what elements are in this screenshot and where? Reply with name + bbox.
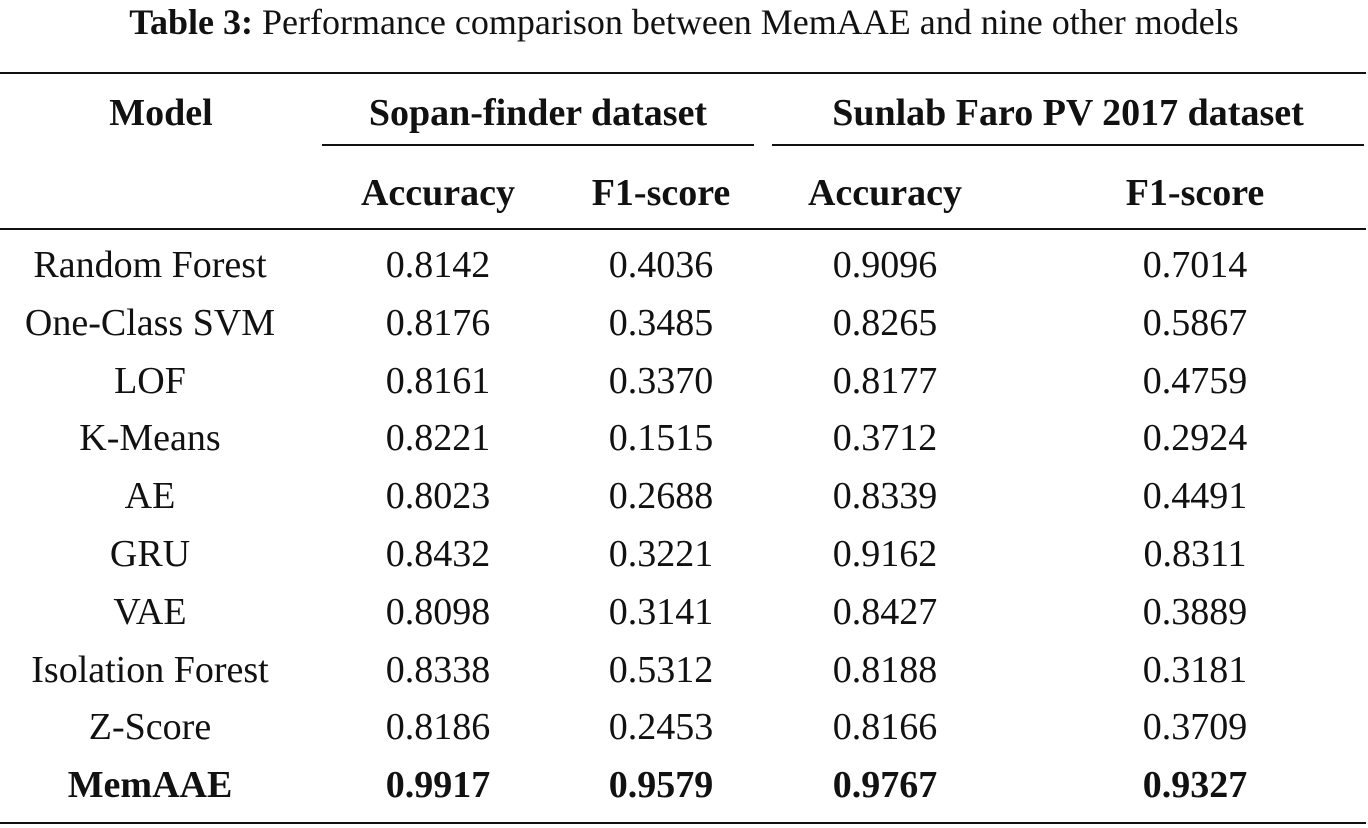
caption-text: Performance comparison between MemAAE an…	[253, 2, 1239, 42]
cell-sopan-accuracy: 0.8432	[385, 533, 491, 575]
cell-model: Isolation Forest	[31, 648, 269, 691]
cell-model: One-Class SVM	[24, 301, 276, 344]
cell-sunlab-f1: 0.3181	[1142, 648, 1248, 691]
cell-model: LOF	[114, 359, 186, 402]
cell-sopan-accuracy: 0.9917	[385, 764, 491, 807]
header-sunlab-accuracy: Accuracy	[807, 172, 963, 214]
cell-sopan-f1: 0.3370	[608, 359, 714, 402]
header-rule	[0, 228, 1366, 230]
cell-model: MemAAE	[67, 764, 233, 807]
cell-sunlab-accuracy: 0.8177	[832, 359, 938, 402]
cell-sopan-f1: 0.4036	[608, 244, 714, 286]
cell-sopan-accuracy: 0.8221	[385, 417, 491, 460]
cell-model: Random Forest	[33, 244, 267, 286]
header-group-sunlab: Sunlab Faro PV 2017 dataset	[832, 92, 1304, 134]
cell-sunlab-accuracy: 0.8427	[832, 590, 938, 633]
bottom-rule	[0, 822, 1366, 824]
cell-sopan-accuracy: 0.8161	[385, 359, 491, 402]
cell-model: Z-Score	[88, 706, 212, 749]
header-model: Model	[109, 92, 213, 134]
cell-sunlab-f1: 0.4491	[1142, 475, 1248, 518]
cell-sopan-f1: 0.2453	[608, 706, 714, 749]
cell-sunlab-f1: 0.7014	[1142, 244, 1248, 286]
cell-sunlab-f1: 0.8311	[1143, 533, 1247, 575]
header-sunlab-f1: F1-score	[1125, 172, 1265, 214]
cell-sunlab-accuracy: 0.9096	[832, 244, 938, 286]
table-caption: Table 3: Performance comparison between …	[0, 0, 1368, 44]
cell-sopan-accuracy: 0.8023	[385, 475, 491, 518]
cell-sunlab-accuracy: 0.8265	[832, 301, 938, 344]
cell-sopan-f1: 0.3485	[608, 301, 714, 344]
top-rule	[0, 72, 1366, 74]
caption-label: Table 3:	[129, 2, 253, 42]
header-group-sopan: Sopan-finder dataset	[368, 92, 708, 134]
cell-sunlab-accuracy: 0.8188	[832, 648, 938, 691]
cell-sopan-f1: 0.3141	[608, 590, 714, 633]
cell-sopan-accuracy: 0.8098	[385, 590, 491, 633]
cell-sopan-f1: 0.5312	[608, 648, 714, 691]
cell-sunlab-f1: 0.9327	[1142, 764, 1248, 807]
cell-sunlab-accuracy: 0.8166	[832, 706, 938, 749]
cell-sopan-f1: 0.9579	[608, 764, 714, 807]
cell-sunlab-accuracy: 0.9162	[832, 533, 938, 575]
cell-model: VAE	[113, 590, 187, 633]
cell-sunlab-f1: 0.3709	[1142, 706, 1248, 749]
cell-sunlab-accuracy: 0.9767	[832, 764, 938, 807]
cell-sopan-accuracy: 0.8142	[385, 244, 491, 286]
cell-sunlab-f1: 0.3889	[1142, 590, 1248, 633]
cell-model: AE	[124, 475, 176, 518]
group-rule-sunlab	[772, 144, 1364, 146]
cell-model: GRU	[109, 533, 191, 575]
cell-sopan-f1: 0.3221	[608, 533, 714, 575]
cell-sunlab-f1: 0.4759	[1142, 359, 1248, 402]
header-sopan-f1: F1-score	[591, 172, 731, 214]
cell-sunlab-accuracy: 0.3712	[832, 417, 938, 460]
cell-sunlab-f1: 0.5867	[1142, 301, 1248, 344]
cell-sopan-f1: 0.1515	[608, 417, 714, 460]
cell-sunlab-f1: 0.2924	[1142, 417, 1248, 460]
cell-sunlab-accuracy: 0.8339	[832, 475, 938, 518]
cell-model: K-Means	[79, 417, 221, 460]
cell-sopan-accuracy: 0.8176	[385, 301, 491, 344]
group-rule-sopan	[322, 144, 754, 146]
header-sopan-accuracy: Accuracy	[360, 172, 516, 214]
cell-sopan-f1: 0.2688	[608, 475, 714, 518]
cell-sopan-accuracy: 0.8186	[385, 706, 491, 749]
cell-sopan-accuracy: 0.8338	[385, 648, 491, 691]
